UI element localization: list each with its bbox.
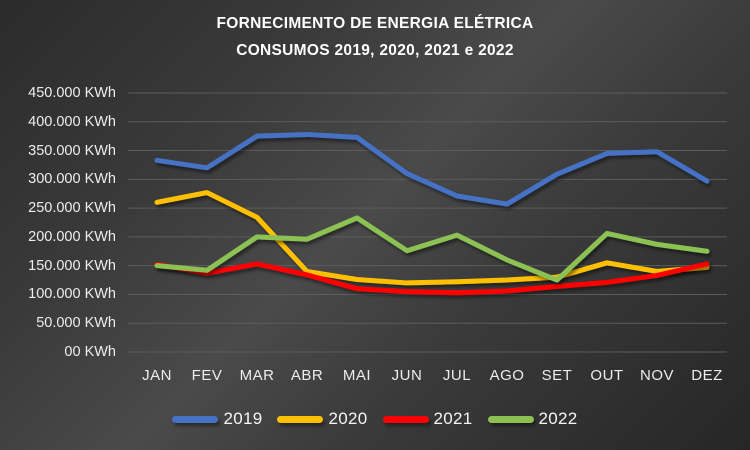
- y-axis-tick-label: 250.000 KWh: [28, 200, 116, 217]
- y-axis-tick-label: 50.000 KWh: [36, 315, 116, 332]
- y-axis-tick-label: 450.000 KWh: [28, 85, 116, 101]
- legend-label-2019: 2019: [223, 409, 263, 428]
- series-line-2020: [154, 190, 710, 286]
- x-axis-label-fev: FEV: [191, 367, 223, 384]
- legend-label-2021: 2021: [433, 409, 473, 428]
- legend-swatch-2019: [172, 415, 219, 423]
- x-axis-label-abr: ABR: [290, 367, 324, 384]
- legend-item-2019: 2019: [172, 409, 262, 429]
- series-line-2021: [154, 261, 710, 296]
- y-axis-tick-label: 200.000 KWh: [28, 228, 116, 245]
- chart-title-line1: FORNECIMENTO DE ENERGIA ELÉTRICA: [216, 15, 534, 32]
- legend: 2019 2020 2021 2022: [0, 404, 750, 434]
- series-line-2019: [154, 131, 710, 207]
- y-axis-tick-label: 400.000 KWh: [28, 113, 116, 130]
- x-axis-label-nov: NOV: [639, 367, 674, 384]
- legend-swatch-2022: [487, 415, 534, 423]
- chart-title-line2: CONSUMOS 2019, 2020, 2021 e 2022: [236, 42, 514, 59]
- x-axis-label-set: SET: [541, 367, 573, 384]
- y-axis-tick-label: 00 KWh: [64, 344, 116, 360]
- legend-label-2022: 2022: [538, 409, 578, 428]
- x-axis-label-dez: DEZ: [691, 367, 723, 384]
- y-axis-tick-label: 100.000 KWh: [28, 286, 116, 303]
- y-axis-tick-label: 350.000 KWh: [28, 142, 116, 159]
- legend-item-2021: 2021: [382, 409, 473, 429]
- x-axis-label-out: OUT: [590, 367, 624, 384]
- x-axis-label-jan: JAN: [142, 367, 172, 384]
- x-axis-label-ago: AGO: [489, 367, 525, 384]
- x-axis-label-mai: MAI: [342, 367, 372, 384]
- y-axis-tick-label: 300.000 KWh: [28, 171, 116, 188]
- chart-title: FORNECIMENTO DE ENERGIA ELÉTRICA CONSUMO…: [0, 10, 750, 64]
- x-axis-label-jun: JUN: [391, 367, 423, 384]
- series-line-2022: [154, 215, 710, 283]
- legend-label-2020: 2020: [328, 409, 368, 428]
- y-axis-tick-label: 150.000 KWh: [28, 257, 116, 274]
- x-axis-label-mar: MAR: [239, 367, 275, 384]
- legend-swatch-2020: [277, 415, 324, 423]
- legend-item-2022: 2022: [487, 409, 578, 429]
- legend-item-2020: 2020: [277, 409, 367, 429]
- legend-swatch-2021: [382, 415, 429, 423]
- x-axis-label-jul: JUL: [442, 367, 472, 384]
